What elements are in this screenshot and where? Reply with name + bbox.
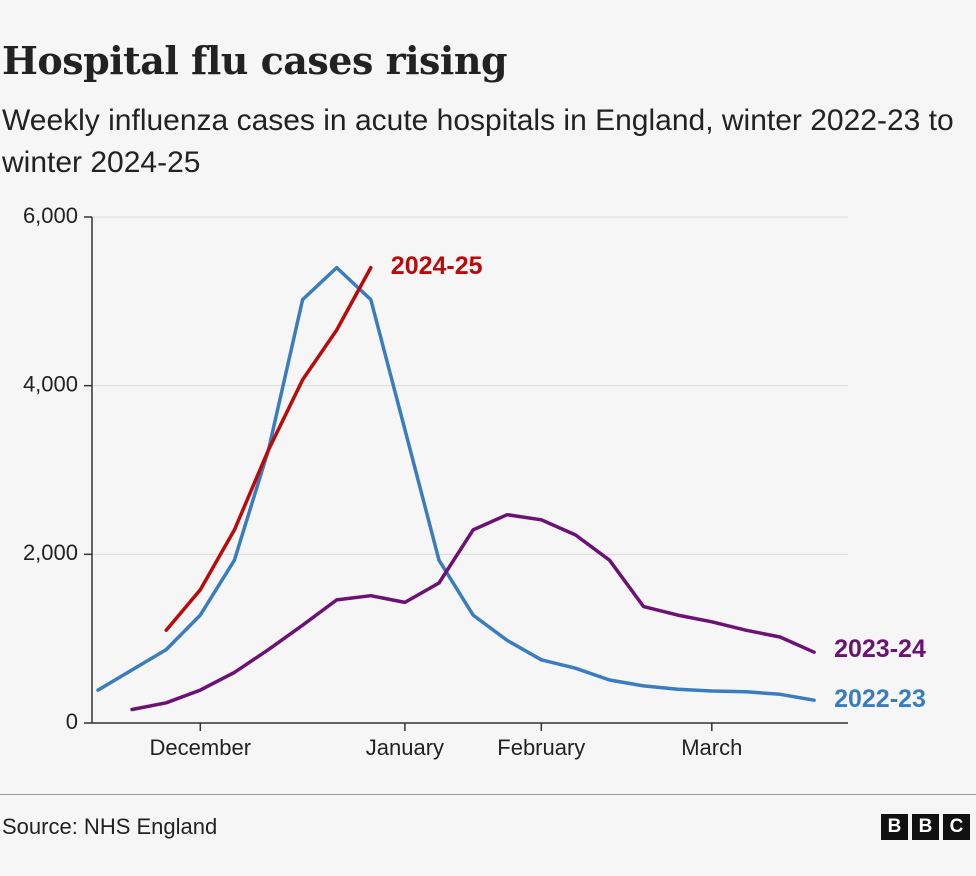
legend-label: 2023-24 xyxy=(834,635,926,663)
logo-letter: B xyxy=(912,814,939,840)
legend-label: 2022-23 xyxy=(834,685,926,713)
source: Source: NHS England xyxy=(2,814,218,839)
y-tick-label: 6,000 xyxy=(23,203,78,228)
y-tick-label: 4,000 xyxy=(23,371,78,396)
x-tick-label: March xyxy=(681,735,742,760)
y-tick-label: 0 xyxy=(66,709,78,734)
legend-label: 2024-25 xyxy=(391,252,483,280)
series-line xyxy=(164,265,373,632)
logo: B B C xyxy=(881,814,970,840)
divider xyxy=(0,794,976,795)
x-tick-label: December xyxy=(150,735,251,760)
x-tick-label: February xyxy=(497,735,585,760)
logo-letter: C xyxy=(943,814,970,840)
logo-letter: B xyxy=(881,814,908,840)
series-line xyxy=(130,512,816,712)
x-tick-label: January xyxy=(366,735,444,760)
chart-title: Hospital flu cases rising xyxy=(2,38,508,83)
series-line xyxy=(96,265,816,702)
chart-subtitle: Weekly influenza cases in acute hospital… xyxy=(2,104,954,179)
y-tick-label: 2,000 xyxy=(23,540,78,565)
